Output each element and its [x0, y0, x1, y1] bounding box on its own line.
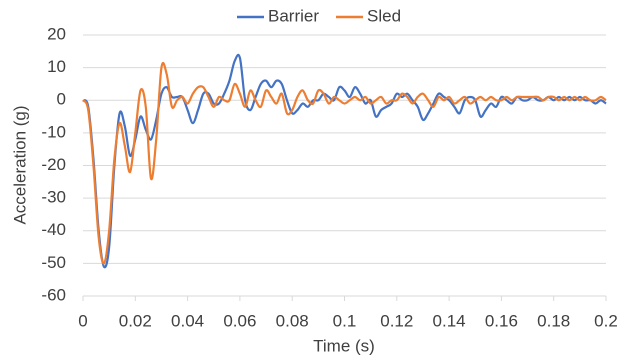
y-tick-label: 20 [47, 24, 66, 43]
y-tick-label: -50 [41, 253, 66, 272]
x-tick-label: 0.04 [171, 311, 204, 330]
x-tick-label: 0.14 [433, 311, 466, 330]
x-tick-label: 0.1 [333, 311, 357, 330]
x-tick-label: 0.12 [380, 311, 413, 330]
y-tick-label: 10 [47, 57, 66, 76]
x-tick-label: 0.02 [119, 311, 152, 330]
legend-label: Sled [367, 6, 401, 25]
x-tick-label: 0 [78, 311, 87, 330]
x-tick-label: 0.18 [537, 311, 570, 330]
x-tick-label: 0.06 [223, 311, 256, 330]
x-tick-label: 0.16 [485, 311, 518, 330]
x-tick-label: 0.08 [276, 311, 309, 330]
y-tick-label: -40 [41, 220, 66, 239]
series-line [82, 53, 607, 269]
series-line [82, 62, 607, 265]
x-axis-title: Time (s) [313, 336, 375, 355]
y-tick-label: -60 [41, 285, 66, 304]
x-tick-label: 0.2 [594, 311, 618, 330]
y-tick-label: -30 [41, 188, 66, 207]
y-axis-title: Acceleration (g) [10, 105, 29, 224]
y-tick-label: 0 [57, 90, 66, 109]
y-tick-label: -10 [41, 122, 66, 141]
legend-label: Barrier [268, 6, 319, 25]
y-tick-label: -20 [41, 155, 66, 174]
